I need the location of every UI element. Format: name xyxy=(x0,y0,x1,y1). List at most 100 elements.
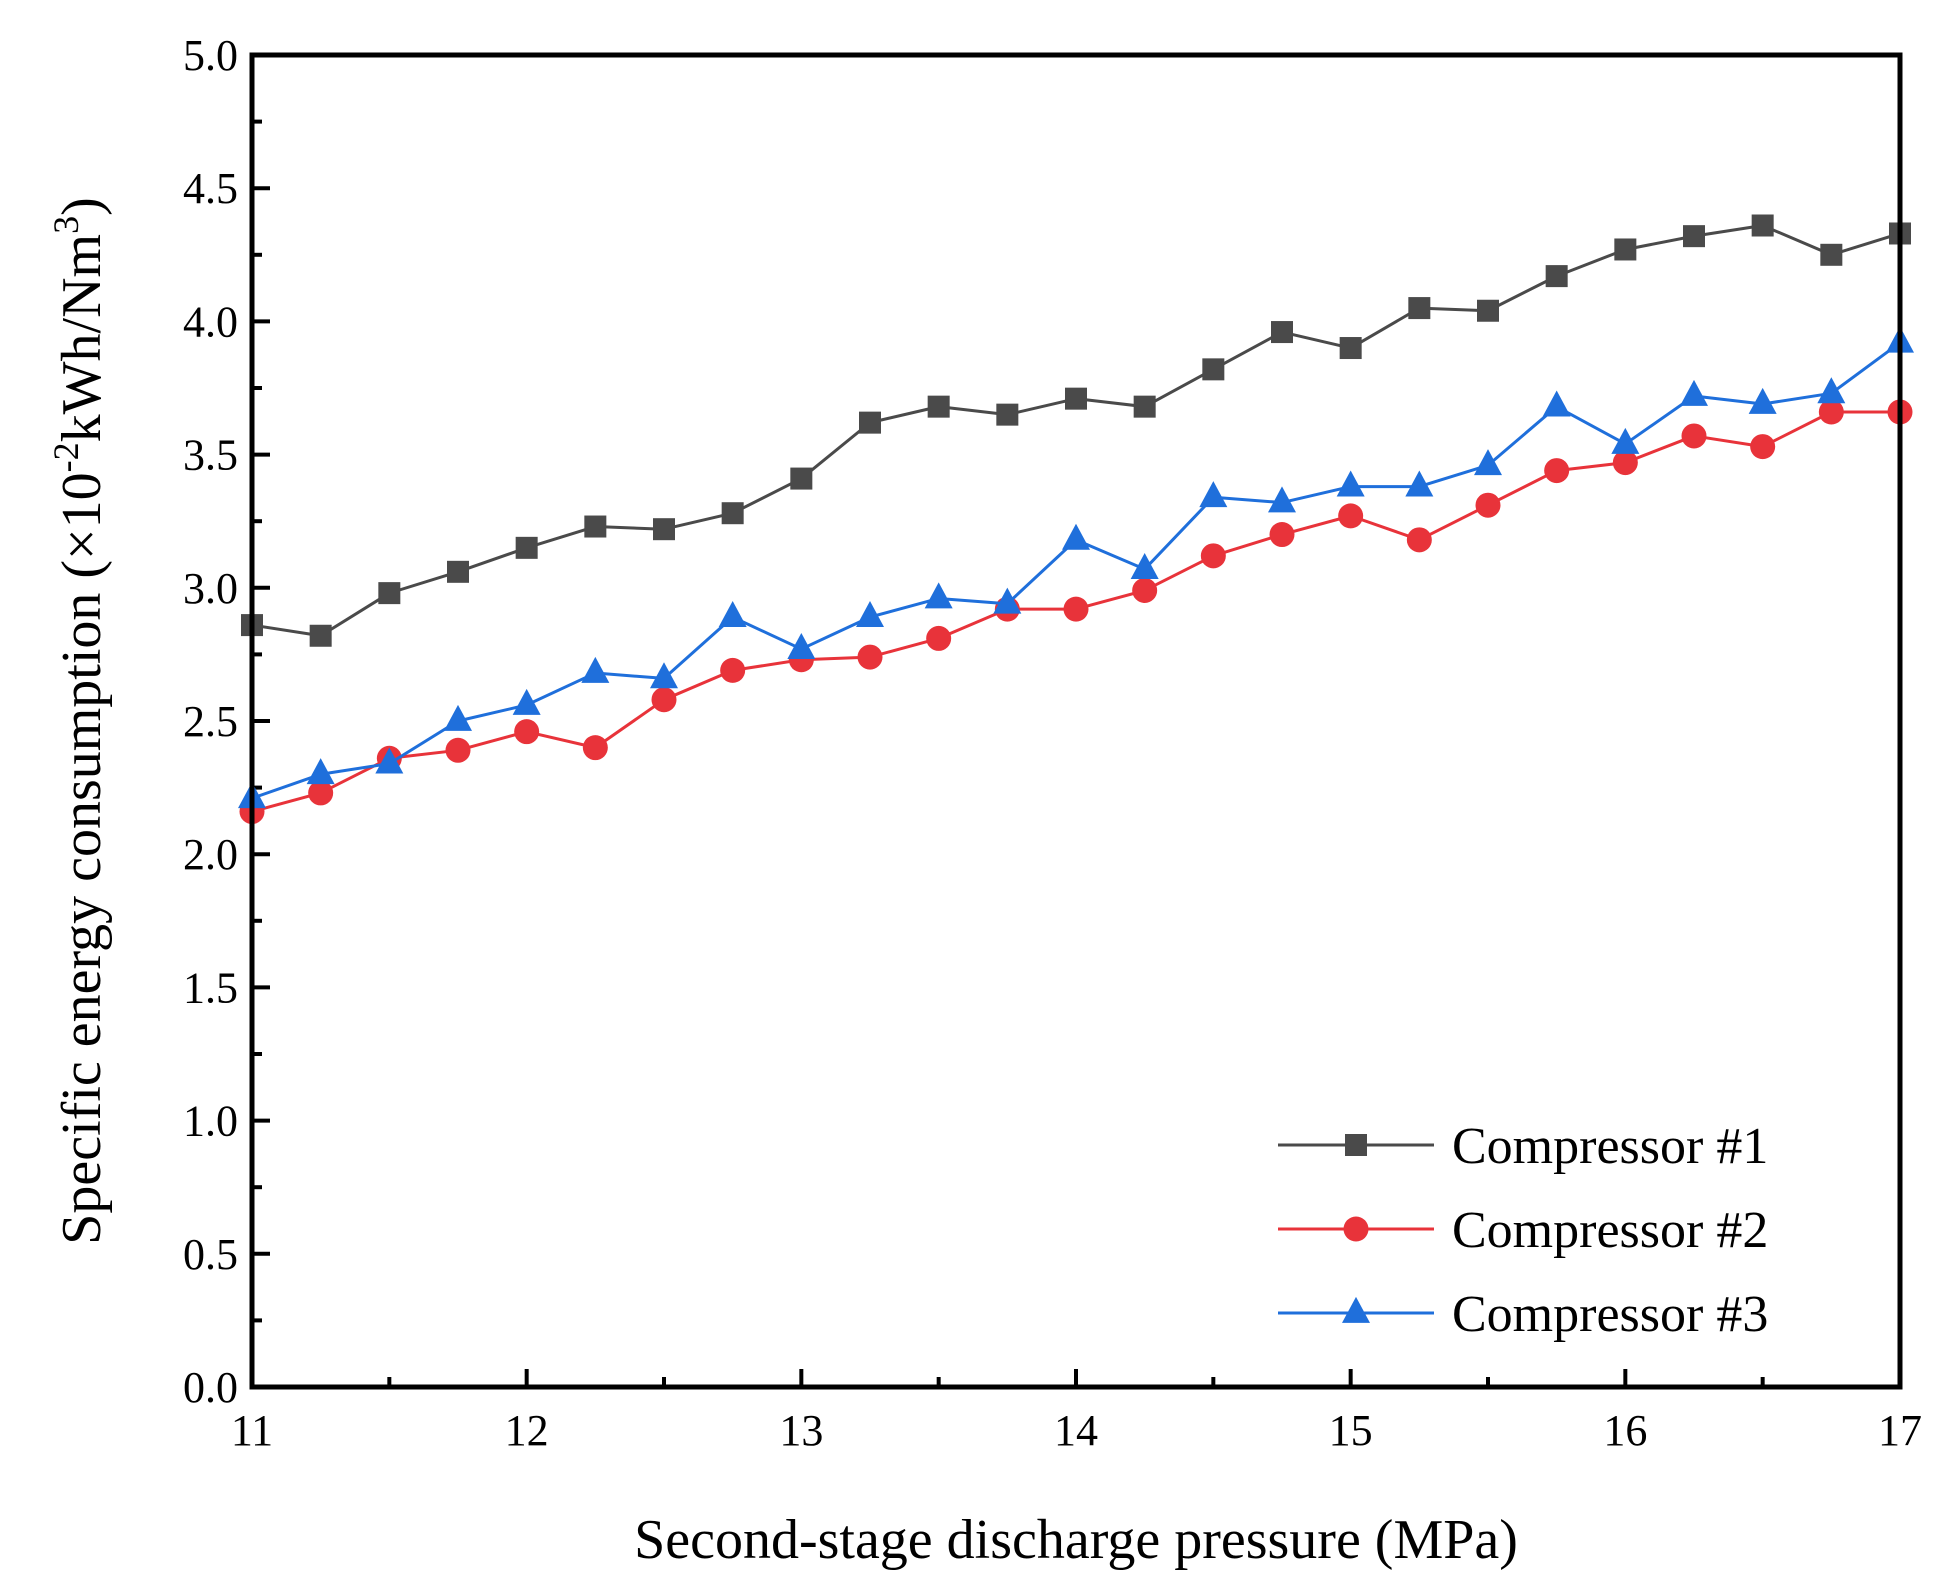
legend-swatch-marker xyxy=(1345,1134,1367,1156)
x-axis-title: Second-stage discharge pressure (MPa) xyxy=(634,1509,1518,1571)
series-2-point xyxy=(1269,522,1295,548)
series-1-point xyxy=(1820,243,1843,266)
y-tick-label: 2.5 xyxy=(183,697,238,746)
series-3-point xyxy=(1611,427,1640,454)
series-3-point xyxy=(512,688,541,715)
series-2-point xyxy=(1681,423,1707,449)
series-3-point xyxy=(1405,470,1434,497)
series-2-point xyxy=(514,719,540,745)
legend-label: Compressor #3 xyxy=(1452,1286,1768,1343)
series-3-point xyxy=(444,704,472,731)
y-axis-title-suffix: ) xyxy=(51,197,113,216)
series-3-point xyxy=(993,587,1022,614)
series-1-point xyxy=(1202,358,1225,381)
y-tick-label: 0.5 xyxy=(183,1230,238,1279)
series-1-point xyxy=(1545,265,1568,288)
y-axis-title-unit: kWh/Nm xyxy=(51,234,113,442)
series-3-point xyxy=(1680,379,1708,406)
series-1-point xyxy=(1751,214,1774,237)
x-tick-label: 17 xyxy=(1878,1406,1922,1455)
series-1-point xyxy=(515,536,538,559)
series-2-point xyxy=(308,780,334,806)
series-3-point xyxy=(856,600,884,627)
legend-item-1: Compressor #1 xyxy=(1278,1118,1768,1175)
legend: Compressor #1 Compressor #2 Compressor #3 xyxy=(1278,1118,1768,1343)
series-1-point xyxy=(996,403,1019,426)
series-1 xyxy=(241,214,1911,647)
x-tick-label: 12 xyxy=(505,1406,549,1455)
series-3-point xyxy=(1817,377,1846,404)
legend-swatch-marker xyxy=(1342,1296,1370,1323)
x-tick-label: 11 xyxy=(231,1406,273,1455)
series-2-point xyxy=(651,687,677,713)
series-1-point xyxy=(1683,225,1705,248)
series-2-point xyxy=(926,625,952,651)
series-1-point xyxy=(584,515,607,538)
series-2 xyxy=(239,399,1913,825)
series-3-point xyxy=(1542,390,1571,417)
series-3-point xyxy=(1748,387,1777,414)
series-2-point xyxy=(1132,577,1158,603)
plot-frame xyxy=(249,52,1903,1390)
series-2-point xyxy=(1063,596,1089,622)
series-2-point xyxy=(582,735,608,761)
series-3-point xyxy=(375,747,404,774)
series-1-point xyxy=(653,518,675,541)
series-2-point xyxy=(1612,450,1638,476)
series-3-point xyxy=(718,600,747,627)
legend-label: Compressor #1 xyxy=(1452,1118,1768,1175)
series-2-point xyxy=(1818,399,1844,425)
series-1-point xyxy=(721,502,744,525)
y-axis-title: Specific energy consumption (×10-2kWh/Nm… xyxy=(46,197,113,1244)
series-1-point xyxy=(927,395,950,418)
y-tick-label: 2.0 xyxy=(183,830,238,879)
series-3-point xyxy=(924,582,953,609)
series-1-point xyxy=(309,624,332,647)
series-3-point xyxy=(1268,486,1296,513)
series-3-point xyxy=(1130,553,1159,580)
y-axis-title-exponent-2: 3 xyxy=(46,216,86,234)
y-tick-label: 3.0 xyxy=(183,564,238,613)
series-1-point xyxy=(1133,395,1156,418)
y-tick-label: 1.5 xyxy=(183,963,238,1012)
series-2-point xyxy=(1200,543,1226,569)
series-3-point xyxy=(650,662,678,689)
series-2-point xyxy=(1475,492,1501,518)
series-1-point xyxy=(1408,297,1431,320)
series-2-point xyxy=(857,644,883,670)
y-tick-label: 4.5 xyxy=(183,164,238,213)
series-2-point xyxy=(1750,434,1776,460)
y-tick-label: 0.0 xyxy=(183,1363,238,1412)
y-tick-labels: 0.0 0.5 1.0 1.5 2.0 2.5 3.0 3.5 4.0 4.5 5.0 xyxy=(183,31,238,1412)
y-tick-label: 1.0 xyxy=(183,1097,238,1146)
series-3-point xyxy=(1062,523,1090,550)
series-1-point xyxy=(378,582,401,605)
series-3-point xyxy=(1199,481,1228,508)
series-1-point xyxy=(790,467,813,490)
series-3-point xyxy=(581,656,610,683)
series-2-point xyxy=(720,657,746,683)
legend-swatch-marker xyxy=(1343,1216,1369,1242)
y-axis-title-exponent: -2 xyxy=(46,442,86,472)
series-3-point xyxy=(1336,470,1365,497)
series-2-point xyxy=(1544,458,1570,484)
series-1-point xyxy=(447,560,469,583)
legend-item-3: Compressor #3 xyxy=(1278,1286,1768,1343)
y-tick-label: 3.5 xyxy=(183,431,238,480)
x-tick-label: 15 xyxy=(1329,1406,1373,1455)
x-tick-label: 13 xyxy=(779,1406,823,1455)
series-layer xyxy=(238,214,1914,825)
series-1-point xyxy=(1614,238,1637,261)
series-1-point xyxy=(1065,387,1087,410)
y-axis-title-prefix: Specific energy consumption (×10 xyxy=(51,472,113,1244)
legend-label: Compressor #2 xyxy=(1452,1202,1768,1259)
series-2-point xyxy=(1338,503,1364,529)
series-1-point xyxy=(859,411,881,434)
y-tick-label: 5.0 xyxy=(183,31,238,80)
y-tick-label: 4.0 xyxy=(183,297,238,346)
series-3-point xyxy=(306,758,335,785)
series-3-point xyxy=(1474,449,1502,476)
series-1-point xyxy=(1339,337,1362,360)
